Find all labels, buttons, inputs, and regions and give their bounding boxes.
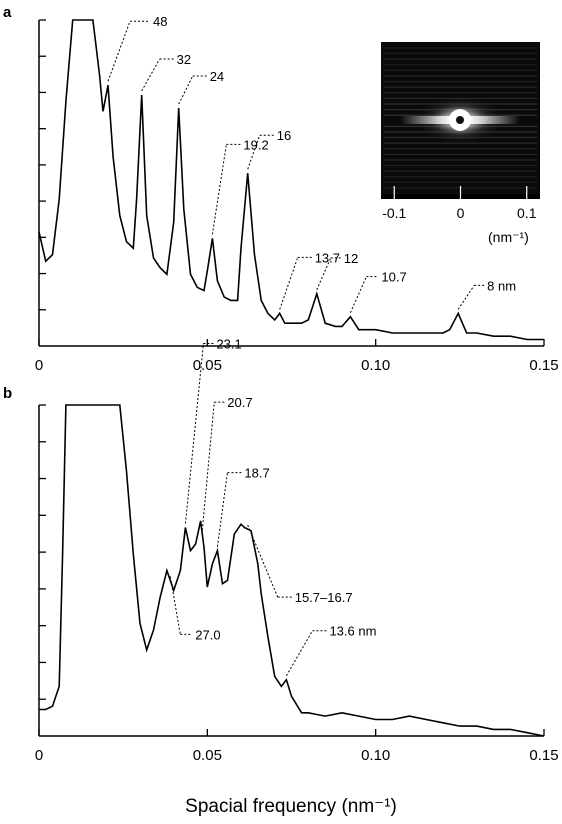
panel-b-x-tick-label: 0.10: [361, 747, 390, 764]
inset-tick-label: 0.1: [517, 205, 537, 221]
panel-a-x-tick-label: 0: [35, 357, 43, 374]
panel-b-annotation-leader: [286, 630, 313, 676]
inset-x-ticks: -0.1 0 0.1: [382, 186, 537, 221]
panel-a-annotation-label: 16: [277, 128, 291, 143]
panel-a-annotation-label: 32: [177, 52, 191, 67]
panel-a-annotation-leader: [279, 257, 299, 310]
panel-b-annotation-label: 20.7: [227, 395, 252, 410]
panel-a-annotation-leader: [316, 257, 332, 291]
panel-b-annotation-label: 27.0: [195, 627, 220, 642]
panel-a-x-tick-label: 0.05: [193, 357, 222, 374]
inset-tick-label: 0: [457, 205, 465, 221]
panel-b-y-ticks: [39, 404, 46, 700]
panel-b-annotation-leader: [247, 524, 279, 598]
panel-b-annotation-leader: [169, 576, 181, 635]
panel-a-annotation-leader: [211, 144, 227, 235]
panel-b-letter: b: [3, 385, 12, 402]
panel-a-x-tick-label: 0.15: [529, 357, 558, 374]
panel-a-annotation-label: 48: [153, 14, 167, 29]
panel-a-y-ticks: [39, 19, 46, 311]
diffraction-beam-stop: [456, 116, 464, 124]
panel-b-annotation-label: 15.7–16.7: [295, 590, 353, 605]
panel-a-annotation-leader: [349, 276, 367, 313]
panel-a-letter: a: [3, 4, 12, 21]
panel-b-annotation-leader: [201, 402, 215, 531]
diffraction-layer-lines: [384, 47, 537, 189]
panel-b-annotation-label: 18.7: [244, 466, 269, 481]
panel-a-annotation-leader: [457, 285, 475, 310]
panel-a: a 00.050.100.15 48322419.21613.71210.78 …: [3, 4, 559, 374]
panel-a-annotation-leader: [141, 58, 161, 92]
panel-b-spectrum-line: [39, 404, 545, 737]
panel-a-x-tick-label: 0.10: [361, 357, 390, 374]
panel-a-annotation-leader: [178, 75, 194, 105]
panel-a-spectrum-line: [38, 19, 544, 341]
panel-b-x-tick-label: 0.15: [529, 747, 558, 764]
panel-b-x-tick-label: 0.05: [193, 747, 222, 764]
panel-b-annotation-leader: [216, 472, 228, 547]
panel-b-annotation-label: 13.6 nm: [329, 624, 376, 639]
x-axis-label: Spacial frequency (nm⁻¹): [185, 796, 397, 817]
panel-a-annotation-leader: [107, 21, 131, 82]
panel-a-annotation-label: 8 nm: [487, 278, 516, 293]
panel-a-annotation-label: 10.7: [381, 270, 406, 285]
panel-a-x-ticks: 0 0.05 0.10 0.15: [35, 339, 559, 374]
panel-a-annotation-label: 13.7: [315, 250, 340, 265]
panel-a-annotation-label: 12: [344, 251, 358, 266]
panel-b-x-tick-label: 0: [35, 747, 43, 764]
panel-b-annotation-label: 23.1: [216, 336, 241, 351]
inset-unit-label: (nm⁻¹): [488, 229, 529, 245]
panel-b: b 0 0.05 0.10 0.15 23.1 20.7 18.7 15.7–16.7 27.…: [3, 336, 559, 764]
inset-tick-label: -0.1: [382, 205, 406, 221]
panel-b-x-ticks: 0 0.05 0.10 0.15: [35, 729, 559, 764]
diffraction-inset: -0.1 0 0.1 (nm⁻¹): [381, 42, 540, 245]
panel-a-annotation-label: 24: [210, 69, 224, 84]
panel-b-peak-annotations: 23.1 20.7 18.7 15.7–16.7 27.0 13.6 nm: [169, 336, 376, 676]
